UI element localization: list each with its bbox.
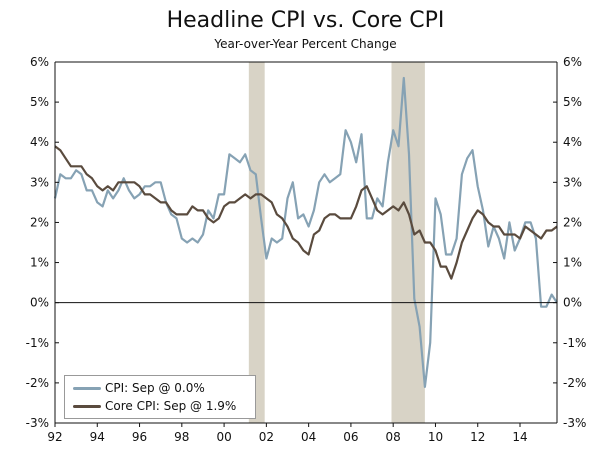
- x-tick-label: 04: [301, 430, 316, 444]
- x-tick-label: 14: [512, 430, 527, 444]
- y-tick-label-left: 6%: [30, 55, 49, 69]
- x-tick-label: 94: [90, 430, 105, 444]
- y-tick-label-left: -2%: [26, 376, 49, 390]
- legend-swatch-core: [73, 404, 101, 408]
- y-tick-label-left: 1%: [30, 256, 49, 270]
- legend-item-cpi: CPI: Sep @ 0.0%: [73, 380, 205, 396]
- x-tick-label: 92: [47, 430, 62, 444]
- recession-band-0: [248, 62, 265, 423]
- y-tick-label-left: 4%: [30, 135, 49, 149]
- y-tick-label-right: -2%: [563, 376, 586, 390]
- x-tick-label: 12: [470, 430, 485, 444]
- y-tick-label-left: 5%: [30, 95, 49, 109]
- y-tick-label-right: 0%: [563, 296, 582, 310]
- x-tick-label: 10: [428, 430, 443, 444]
- legend-item-core: Core CPI: Sep @ 1.9%: [73, 398, 236, 414]
- y-tick-label-left: -1%: [26, 336, 49, 350]
- y-tick-label-right: 5%: [563, 95, 582, 109]
- x-tick-label: 02: [259, 430, 274, 444]
- series-line-core: [54, 145, 558, 280]
- recession-bands: [248, 62, 425, 423]
- y-tick-label-left: 3%: [30, 175, 49, 189]
- y-tick-label-right: 1%: [563, 256, 582, 270]
- axes: [54, 61, 558, 427]
- y-tick-label-right: -3%: [563, 416, 586, 430]
- y-tick-label-right: 4%: [563, 135, 582, 149]
- legend-label-cpi: CPI: Sep @ 0.0%: [105, 381, 205, 395]
- legend-label-core: Core CPI: Sep @ 1.9%: [105, 399, 237, 413]
- y-tick-label-right: 6%: [563, 55, 582, 69]
- x-tick-label: 96: [132, 430, 147, 444]
- y-tick-label-left: 2%: [30, 215, 49, 229]
- chart-subtitle: Year-over-Year Percent Change: [214, 37, 397, 51]
- x-tick-label: 08: [386, 430, 401, 444]
- y-tick-label-left: -3%: [26, 416, 49, 430]
- recession-band-1: [391, 62, 425, 423]
- chart-legend: CPI: Sep @ 0.0% Core CPI: Sep @ 1.9%: [64, 375, 256, 419]
- y-tick-label-right: 2%: [563, 215, 582, 229]
- series-line-cpi: [53, 76, 558, 388]
- x-tick-label: 00: [216, 430, 231, 444]
- legend-swatch-cpi: [73, 386, 101, 390]
- x-tick-label: 98: [174, 430, 189, 444]
- tick-labels: -3% -3% -2% -2% -1% -1% 0% 0% 1% 1% 2% 2% 3% 3% 4% 4% 5%…: [26, 55, 587, 444]
- x-tick-label: 06: [343, 430, 358, 444]
- chart-title: Headline CPI vs. Core CPI: [166, 8, 445, 33]
- y-tick-label-right: -1%: [563, 336, 586, 350]
- y-tick-label-right: 3%: [563, 175, 582, 189]
- series-lines: [53, 76, 558, 388]
- y-tick-label-left: 0%: [30, 296, 49, 310]
